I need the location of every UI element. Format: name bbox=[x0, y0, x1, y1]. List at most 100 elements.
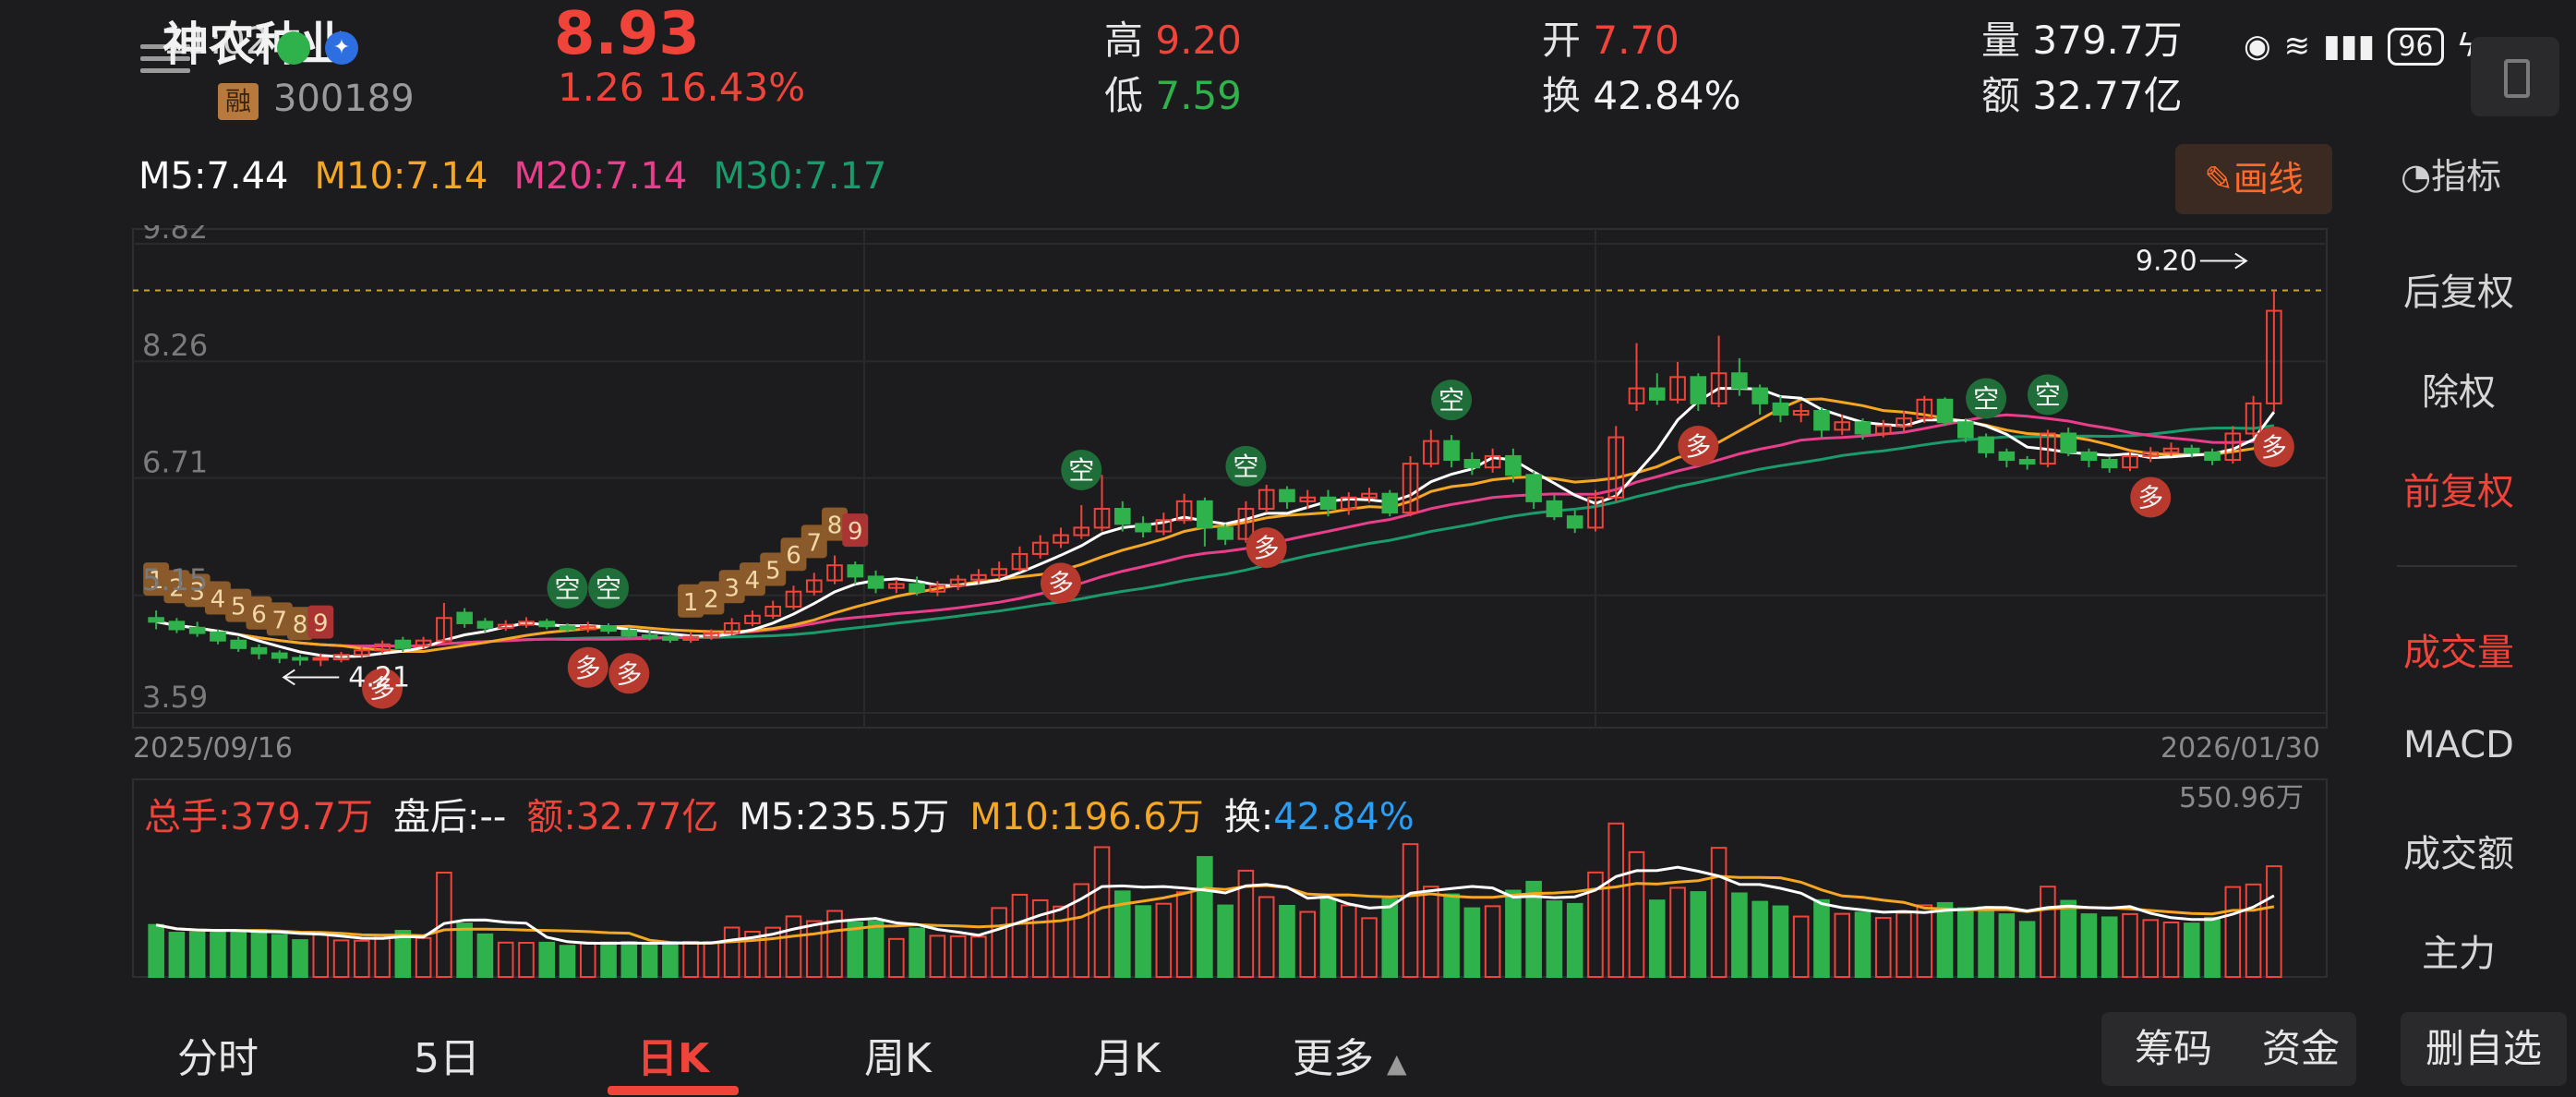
candle-body bbox=[1175, 500, 1193, 522]
sequence-badge bbox=[800, 524, 827, 559]
volume-bar bbox=[312, 934, 330, 978]
volume-bar bbox=[1936, 901, 1954, 979]
candle-body bbox=[2266, 309, 2282, 404]
indicator-button[interactable]: ◔指标 bbox=[2401, 148, 2501, 199]
volume-bar bbox=[600, 941, 617, 979]
candle-body bbox=[292, 657, 308, 661]
volume-bar bbox=[764, 926, 782, 978]
volume-bar bbox=[949, 934, 967, 979]
right-panel: 后复权 除权 前复权 成交量 MACD 成交额 主力 bbox=[2360, 214, 2558, 997]
candle-body bbox=[2183, 447, 2200, 453]
sequence-number: 5 bbox=[231, 594, 247, 621]
funds-button[interactable]: 资金 bbox=[2262, 1026, 2341, 1071]
candle-body bbox=[785, 590, 802, 609]
draw-line-button[interactable]: ✎画线 bbox=[2175, 144, 2332, 214]
tab-more[interactable]: 更多 ▲ bbox=[1293, 1025, 1407, 1084]
volume-bar bbox=[1813, 898, 1830, 978]
status-icons: ◉ ≋ ▮▮▮ 96 ϟ bbox=[2244, 24, 2477, 68]
buy-signal-icon bbox=[608, 653, 650, 694]
rp-chuquan[interactable]: 除权 bbox=[2422, 371, 2496, 414]
sequence-badge bbox=[225, 588, 252, 622]
kline-chart[interactable]: 多多 多多多多多多空 空空 空空空空1 2 3 4 5 6 7 8 91 2 3 4 56 78 9 9.828.… bbox=[129, 225, 2338, 982]
volume-bar bbox=[415, 936, 432, 979]
sequence-badge bbox=[678, 584, 704, 618]
volume-bar bbox=[2266, 865, 2282, 979]
volume-bar bbox=[826, 910, 843, 978]
volume-bar bbox=[2224, 886, 2242, 978]
amount-value: 32.77亿 bbox=[2032, 73, 2183, 118]
date-end-label: 2026/01/30 bbox=[2161, 732, 2320, 765]
stock-code: 300189 bbox=[273, 78, 415, 120]
sequence-badge bbox=[204, 581, 231, 615]
y-tick-label: 3.59 bbox=[142, 680, 208, 715]
remove-watchlist-button[interactable]: 删自选 bbox=[2401, 1012, 2567, 1086]
rp-main-force[interactable]: 主力 bbox=[2422, 933, 2496, 975]
tab-weekly-k[interactable]: 周K bbox=[864, 1035, 932, 1082]
sequence-badge bbox=[266, 602, 293, 636]
sequence-badge bbox=[143, 562, 170, 597]
volume-bars: 550.96万 bbox=[132, 778, 2328, 979]
sequence-badge bbox=[822, 507, 849, 541]
buy-signal-icon bbox=[2253, 426, 2294, 467]
rp-volume[interactable]: 成交量 bbox=[2403, 632, 2514, 674]
sequence-number: 8 bbox=[827, 512, 843, 540]
sell-signal-label: 空 bbox=[1233, 452, 1258, 482]
ma10-label: M10:7.14 bbox=[314, 155, 488, 198]
volume-bar bbox=[1340, 904, 1357, 978]
chips-funds-group: 筹码 资金 bbox=[2101, 1012, 2356, 1086]
candle-body bbox=[312, 657, 330, 661]
sequence-number: 1 bbox=[683, 589, 699, 617]
buy-signal-label: 多 bbox=[575, 653, 601, 683]
volume-bar bbox=[354, 939, 370, 978]
volume-bar bbox=[1566, 902, 1583, 979]
tab-intraday[interactable]: 分时 bbox=[177, 1035, 259, 1082]
volume-bar bbox=[620, 941, 638, 979]
tab-daily-k[interactable]: 日K bbox=[637, 1035, 710, 1082]
pencil-icon: ✎ bbox=[2204, 159, 2233, 199]
volume-bar bbox=[2018, 921, 2036, 978]
rp-amount[interactable]: 成交额 bbox=[2403, 833, 2514, 875]
buy-signal-label: 多 bbox=[1685, 431, 1711, 462]
tab-5day[interactable]: 5日 bbox=[414, 1035, 480, 1082]
sell-signal-label: 空 bbox=[1068, 455, 1094, 486]
candle-body bbox=[456, 611, 473, 624]
volume-bar bbox=[1834, 912, 1851, 978]
volume-bar bbox=[1279, 905, 1295, 979]
volume-bar bbox=[1423, 886, 1439, 978]
candle-body bbox=[250, 646, 268, 655]
volume-bar bbox=[1155, 902, 1173, 979]
candle-body bbox=[1155, 519, 1173, 533]
volume-bar bbox=[1053, 905, 1069, 978]
volume-bar bbox=[1957, 907, 1974, 978]
volume-bar bbox=[867, 920, 885, 979]
candle-body bbox=[1607, 436, 1625, 499]
rp-macd[interactable]: MACD bbox=[2403, 724, 2514, 766]
max-price-label: 9.20 bbox=[2136, 246, 2197, 278]
ma-legend: M5:7.44 M10:7.14 M20:7.14 M30:7.17 bbox=[138, 155, 886, 198]
volume-bar bbox=[2101, 916, 2118, 978]
volume-bar bbox=[805, 920, 823, 978]
menu-icon[interactable] bbox=[140, 37, 190, 87]
candle-body bbox=[1463, 459, 1481, 469]
amount-stat: 额 32.77亿 bbox=[1981, 65, 2183, 121]
tab-monthly-k[interactable]: 月K bbox=[1093, 1035, 1161, 1082]
sequence-number: 9 bbox=[848, 518, 863, 546]
candle-body bbox=[1566, 515, 1583, 529]
rp-qianfuquan[interactable]: 前复权 bbox=[2403, 471, 2514, 513]
candles bbox=[148, 290, 2282, 667]
turnover-value: 42.84% bbox=[1593, 73, 1741, 118]
sequence-number: 2 bbox=[704, 585, 719, 613]
chips-button[interactable]: 筹码 bbox=[2135, 1026, 2213, 1071]
volume-bar bbox=[538, 941, 556, 978]
sequence-badge bbox=[718, 570, 745, 604]
rp-houfuquan[interactable]: 后复权 bbox=[2403, 271, 2514, 314]
active-tab-indicator bbox=[608, 1086, 739, 1095]
volume-bar bbox=[1916, 904, 1933, 978]
candle-body bbox=[682, 635, 699, 641]
high-label: 高 bbox=[1104, 18, 1144, 63]
indicator-label: 指标 bbox=[2431, 156, 2502, 197]
candle-body bbox=[991, 568, 1007, 576]
share-icon[interactable] bbox=[2471, 37, 2559, 116]
margin-badge: 融 bbox=[218, 83, 259, 120]
sell-signal-icon bbox=[1431, 380, 1473, 421]
